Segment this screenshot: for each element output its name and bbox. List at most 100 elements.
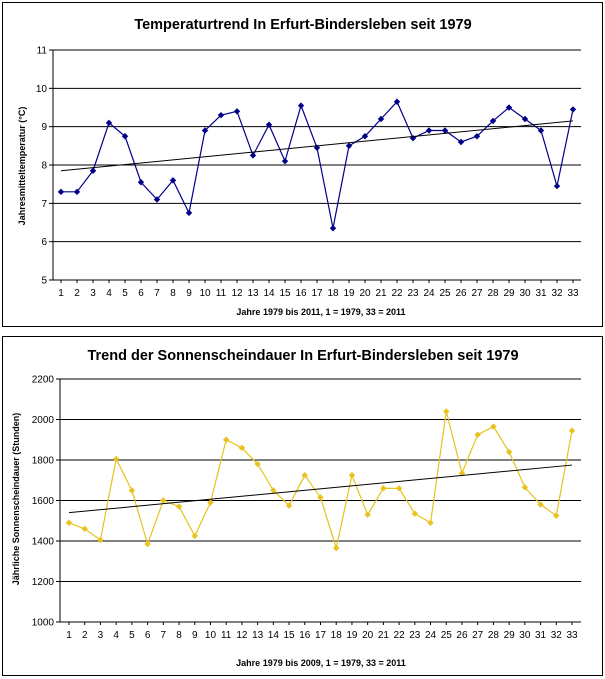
x-tick-label: 17 (315, 630, 327, 641)
data-point (217, 111, 225, 119)
x-tick-label: 8 (170, 288, 176, 299)
y-axis-label: Jährliche Sonnenscheindauer (Stunden) (11, 413, 21, 586)
x-tick-label: 21 (375, 288, 387, 299)
data-point (380, 485, 387, 492)
trend-line (68, 464, 573, 514)
x-tick-label: 33 (566, 630, 578, 641)
y-tick-label: 1000 (32, 618, 55, 629)
data-point (568, 427, 576, 434)
y-tick-label: 2200 (32, 375, 55, 386)
x-tick-label: 4 (106, 288, 112, 299)
x-tick-label: 24 (423, 288, 435, 299)
data-point (201, 127, 209, 134)
data-point (489, 117, 497, 125)
data-point (537, 501, 544, 508)
x-tick-label: 15 (284, 630, 296, 641)
x-tick-label: 32 (551, 288, 563, 299)
data-point (457, 138, 465, 146)
data-point (238, 444, 246, 452)
data-point (249, 152, 257, 159)
data-point (329, 225, 337, 232)
data-point (473, 133, 481, 140)
data-point (443, 408, 450, 415)
x-axis-label: Jahre 1979 bis 2009, 1 = 1979, 33 = 2011 (236, 658, 406, 668)
data-point (270, 487, 277, 494)
x-tick-label: 17 (311, 288, 323, 299)
data-point (185, 209, 193, 217)
x-tick-label: 26 (455, 288, 467, 299)
data-point (569, 106, 577, 113)
x-tick-label: 3 (90, 288, 96, 299)
data-point (317, 494, 324, 501)
x-tick-label: 12 (236, 630, 248, 641)
x-tick-label: 27 (472, 630, 484, 641)
data-point (425, 127, 433, 134)
x-tick-label: 25 (439, 288, 451, 299)
x-tick-label: 26 (456, 630, 468, 641)
data-point (222, 436, 230, 443)
chart-title: Temperaturtrend In Erfurt-Bindersleben s… (134, 17, 471, 33)
data-point (191, 532, 198, 540)
x-tick-label: 8 (176, 630, 182, 641)
data-point (297, 102, 305, 109)
y-tick-label: 10 (36, 84, 48, 95)
x-tick-label: 18 (331, 630, 343, 641)
x-tick-label: 10 (199, 288, 211, 299)
data-point (345, 142, 353, 150)
data-point (175, 503, 183, 510)
x-tick-label: 10 (205, 630, 217, 641)
x-tick-label: 27 (471, 288, 483, 299)
x-tick-label: 32 (551, 630, 563, 641)
x-tick-label: 23 (407, 288, 419, 299)
y-tick-label: 2000 (32, 415, 55, 426)
data-point (121, 133, 129, 140)
temperature-chart-panel: Temperaturtrend In Erfurt-Bindersleben s… (2, 2, 603, 327)
x-tick-label: 4 (113, 630, 119, 641)
x-tick-label: 29 (504, 630, 516, 641)
y-tick-label: 1600 (32, 496, 55, 507)
x-tick-label: 7 (154, 288, 160, 299)
y-tick-label: 7 (41, 199, 47, 210)
data-point (254, 460, 261, 468)
data-point (265, 121, 273, 128)
y-tick-label: 1200 (32, 577, 55, 588)
data-point (153, 196, 161, 203)
x-tick-label: 14 (268, 630, 280, 641)
x-tick-label: 23 (409, 630, 421, 641)
data-point (169, 177, 177, 184)
x-tick-label: 29 (503, 288, 515, 299)
x-tick-label: 2 (82, 630, 88, 641)
data-point (521, 115, 529, 123)
x-tick-label: 16 (295, 288, 307, 299)
series-line (68, 411, 573, 551)
x-tick-label: 5 (129, 630, 135, 641)
x-tick-label: 28 (487, 288, 499, 299)
x-tick-label: 6 (145, 630, 151, 641)
trend-line (60, 120, 574, 172)
x-tick-label: 9 (192, 630, 198, 641)
data-point (474, 431, 481, 438)
x-tick-label: 13 (247, 288, 259, 299)
y-tick-label: 9 (41, 122, 47, 133)
x-tick-label: 22 (394, 630, 406, 641)
data-point (89, 167, 97, 174)
data-point (160, 497, 167, 504)
chart-title: Trend der Sonnenscheindauer In Erfurt-Bi… (87, 348, 518, 364)
data-point (137, 179, 145, 186)
data-point (458, 469, 466, 477)
x-tick-label: 33 (567, 288, 579, 299)
data-point (361, 133, 369, 140)
x-tick-label: 21 (378, 630, 390, 641)
temperature-chart: Temperaturtrend In Erfurt-Bindersleben s… (17, 17, 581, 317)
x-tick-label: 31 (535, 630, 547, 641)
data-point (521, 484, 529, 491)
data-point (73, 188, 81, 196)
data-point (112, 455, 120, 463)
data-point (377, 115, 385, 123)
data-point (505, 448, 513, 456)
y-tick-label: 1800 (32, 456, 55, 467)
y-tick-label: 5 (41, 276, 47, 287)
x-tick-label: 12 (231, 288, 243, 299)
x-tick-label: 22 (391, 288, 403, 299)
